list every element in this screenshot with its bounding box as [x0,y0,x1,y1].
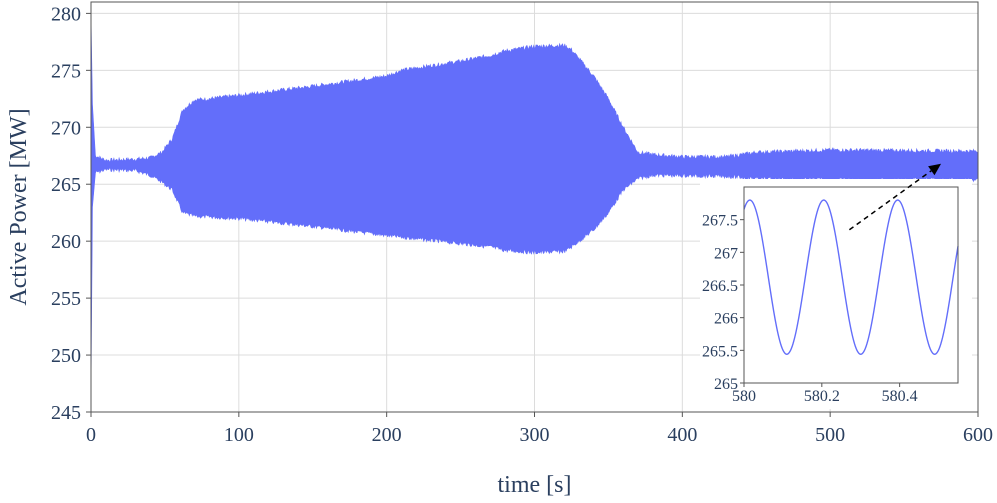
inset-series-layer [743,199,959,355]
x-tick-label: 300 [520,424,550,446]
y-tick-label: 255 [51,288,81,310]
x-tick-label: 0 [86,424,96,446]
inset-y-tick-label: 267.5 [702,213,738,230]
inset-series-line [743,199,959,355]
inset-x-tick-label: 580.4 [882,388,918,405]
main-y-ticks: 245 250 255 260 265 270 275 280 [51,3,91,424]
inset-y-tick-label: 266.5 [702,278,738,295]
inset-x-tick-label: 580 [732,388,756,405]
y-tick-label: 280 [51,3,81,25]
x-tick-label: 400 [667,424,697,446]
x-tick-label: 600 [963,424,993,446]
y-axis-title: Active Power [MW] [6,108,32,305]
y-tick-label: 275 [51,60,81,82]
y-tick-label: 270 [51,117,81,139]
inset-y-ticks: 265 265.5 266 266.5 267 267.5 [702,213,744,393]
inset-y-tick-label: 267 [714,245,738,262]
inset-x-tick-label: 580.2 [804,388,840,405]
inset-y-tick-label: 265 [714,376,738,393]
zoom-arrow-head [928,163,942,176]
main-x-ticks: 0 100 200 300 400 500 600 [86,412,993,446]
x-axis-title: time [s] [498,472,572,498]
inset-chart: 580 580.2 580.4 265 265.5 266 266.5 267 267.5 [700,179,972,409]
y-tick-label: 260 [51,231,81,253]
y-tick-label: 245 [51,402,81,424]
x-tick-label: 500 [815,424,845,446]
y-tick-label: 265 [51,174,81,196]
inset-y-tick-label: 265.5 [702,343,738,360]
inset-x-ticks: 580 580.2 580.4 [732,383,918,405]
zoom-arrow-shaft [848,170,932,231]
inset-background [700,179,972,409]
zoom-arrow [848,163,942,231]
y-tick-label: 250 [51,345,81,367]
x-tick-label: 100 [224,424,254,446]
inset-y-tick-label: 266 [714,311,738,328]
x-tick-label: 200 [372,424,402,446]
